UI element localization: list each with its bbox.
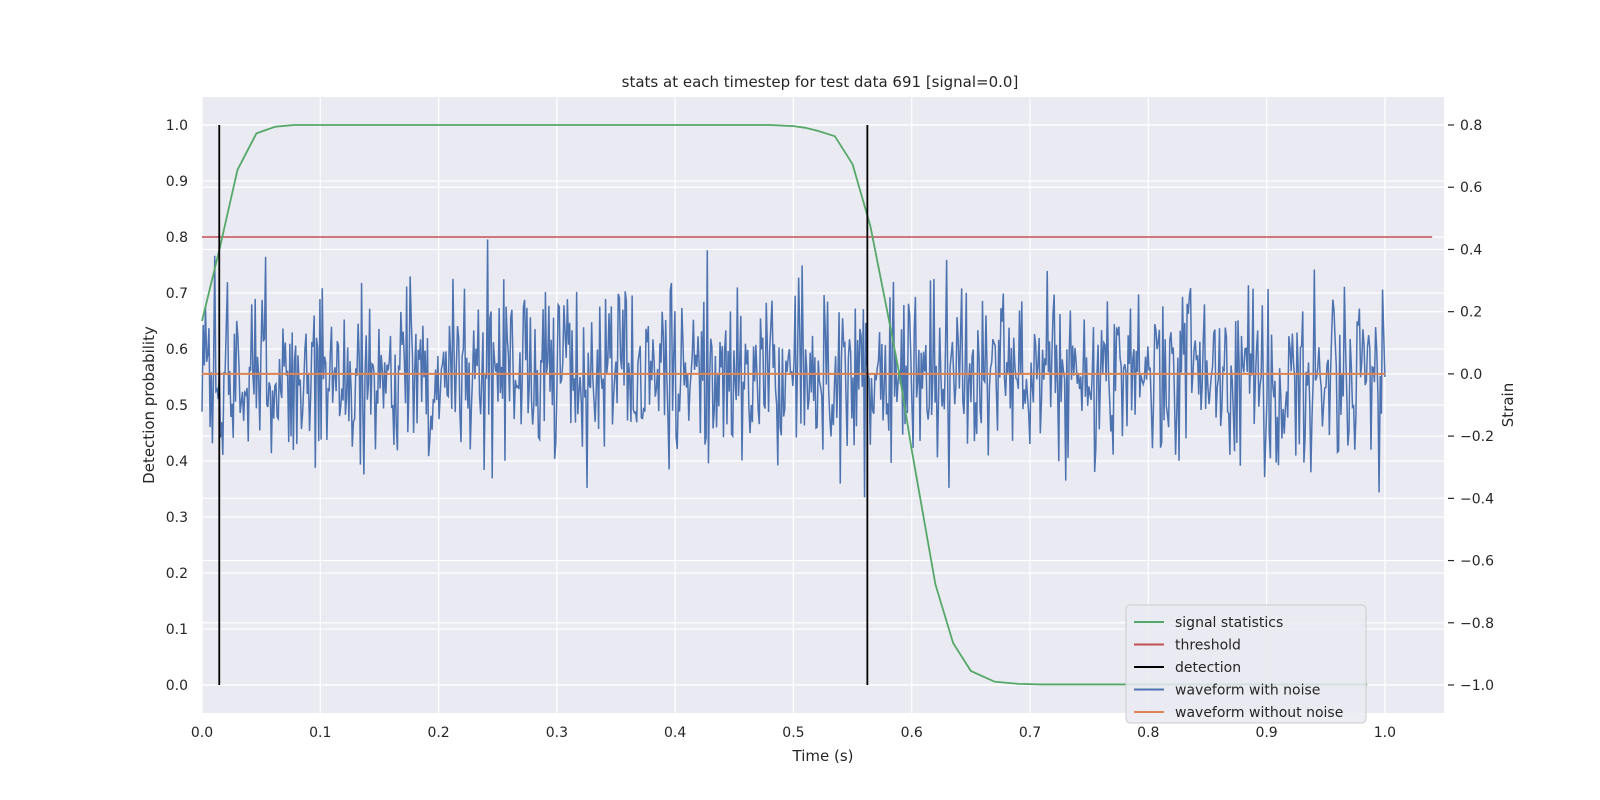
x-tick-label: 0.2 bbox=[427, 725, 449, 741]
x-tick-label: 0.3 bbox=[546, 725, 568, 741]
x-tick-label: 0.7 bbox=[1019, 725, 1041, 741]
y-tick-label-right: 0.2 bbox=[1460, 305, 1482, 321]
x-tick-label: 1.0 bbox=[1374, 725, 1396, 741]
x-axis-label: Time (s) bbox=[792, 747, 854, 765]
axes: 0.0 0.1 0.2 0.3 0.4 0.5 0.6 0.7 0.8 0.9 1.0 0.0 0.1 0… bbox=[166, 118, 1494, 741]
y-tick-label-left: 0.1 bbox=[166, 622, 188, 638]
y-tick-label-right: −0.6 bbox=[1460, 554, 1494, 570]
y-axis-label-right: Strain bbox=[1499, 383, 1517, 427]
legend-label: waveform with noise bbox=[1175, 683, 1320, 699]
chart-title: stats at each timestep for test data 691… bbox=[622, 73, 1019, 91]
y-tick-label-left: 0.2 bbox=[166, 566, 188, 582]
y-tick-label-left: 0.8 bbox=[166, 230, 188, 246]
y-tick-label-right: −0.8 bbox=[1460, 616, 1494, 632]
x-tick-label: 0.8 bbox=[1137, 725, 1159, 741]
y-tick-label-left: 0.9 bbox=[166, 174, 188, 190]
y-tick-label-right: 0.8 bbox=[1460, 118, 1482, 134]
y-tick-label-right: −0.4 bbox=[1460, 491, 1494, 507]
series-layer bbox=[201, 124, 1433, 686]
y-tick-label-left: 0.5 bbox=[166, 398, 188, 414]
x-tick-label: 0.9 bbox=[1255, 725, 1277, 741]
y-tick-label-right: −1.0 bbox=[1460, 678, 1494, 694]
legend-label: waveform without noise bbox=[1175, 705, 1343, 721]
x-tick-label: 0.5 bbox=[782, 725, 804, 741]
y-tick-label-right: 0.6 bbox=[1460, 180, 1482, 196]
y-tick-label-left: 0.3 bbox=[166, 510, 188, 526]
y-tick-label-right: −0.2 bbox=[1460, 429, 1494, 445]
y-tick-label-left: 0.7 bbox=[166, 286, 188, 302]
legend-label: detection bbox=[1175, 660, 1241, 676]
legend-label: threshold bbox=[1175, 638, 1241, 654]
y-tick-label-left: 0.6 bbox=[166, 342, 188, 358]
x-tick-label: 0.6 bbox=[901, 725, 923, 741]
y-tick-label-right: 0.4 bbox=[1460, 242, 1482, 258]
x-tick-label: 0.1 bbox=[309, 725, 331, 741]
y-tick-label-right: 0.0 bbox=[1460, 367, 1482, 383]
legend: signal statistics threshold detection wavef… bbox=[1125, 604, 1367, 724]
legend-label: signal statistics bbox=[1175, 615, 1283, 631]
y-tick-label-left: 0.4 bbox=[166, 454, 188, 470]
legend-frame bbox=[1125, 604, 1367, 724]
series-signal-statistics bbox=[201, 124, 1368, 686]
x-tick-label: 0.0 bbox=[191, 725, 213, 741]
y-tick-label-left: 1.0 bbox=[166, 118, 188, 134]
x-tick-label: 0.4 bbox=[664, 725, 686, 741]
y-tick-label-left: 0.0 bbox=[166, 678, 188, 694]
y-axis-label-left: Detection probability bbox=[140, 326, 158, 484]
